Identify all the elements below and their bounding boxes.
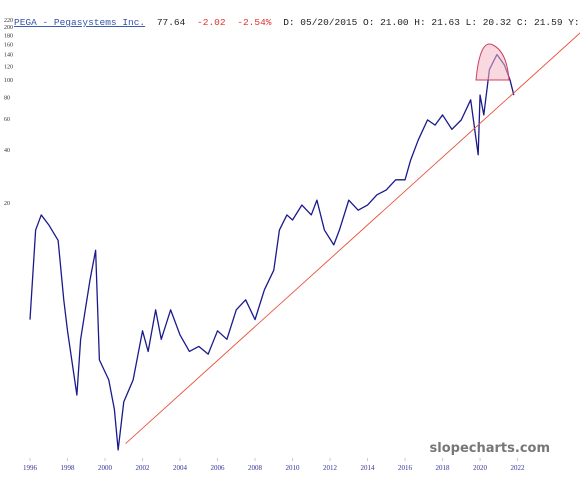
x-tick-label: 1996: [23, 464, 38, 472]
x-tick-label: 2014: [361, 464, 376, 472]
x-tick-label: 2020: [473, 464, 488, 472]
x-tick-label: 2012: [323, 464, 338, 472]
trend-line: [125, 32, 580, 444]
x-tick-label: 2022: [511, 464, 526, 472]
x-tick-label: 2008: [248, 464, 263, 472]
x-tick-label: 2002: [136, 464, 151, 472]
details: D: 05/20/2015 O: 21.00 H: 21.63 L: 20.32…: [283, 17, 580, 28]
change: -2.02: [197, 17, 226, 28]
x-tick-label: 1998: [61, 464, 76, 472]
y-tick-label: 80: [4, 95, 10, 101]
x-tick-label: 2010: [286, 464, 301, 472]
symbol[interactable]: PEGA - Pegasystems Inc.: [14, 17, 145, 28]
y-tick-label: 180: [4, 33, 13, 39]
pattern-shape: [475, 43, 510, 81]
x-tick-label: 2000: [98, 464, 113, 472]
y-tick-label: 160: [4, 42, 13, 48]
chart-header: PEGA - Pegasystems Inc. 77.64 -2.02 -2.5…: [14, 17, 580, 28]
watermark: slopecharts.com: [430, 441, 550, 456]
price-line: [29, 53, 515, 451]
y-tick-label: 100: [4, 78, 13, 84]
y-tick-label: 40: [4, 148, 10, 154]
x-tick-label: 2006: [211, 464, 226, 472]
y-tick-label: 200: [4, 25, 13, 31]
y-tick-label: 120: [4, 64, 13, 70]
change-pct: -2.54%: [237, 17, 272, 28]
y-tick-label: 220: [4, 18, 13, 24]
x-tick-label: 2018: [436, 464, 451, 472]
y-tick-label: 20: [4, 201, 10, 207]
y-tick-label: 60: [4, 117, 10, 123]
y-tick-label: 140: [4, 52, 13, 58]
x-tick-label: 2004: [173, 464, 188, 472]
last-price: 77.64: [157, 17, 186, 28]
x-tick-label: 2016: [398, 464, 413, 472]
